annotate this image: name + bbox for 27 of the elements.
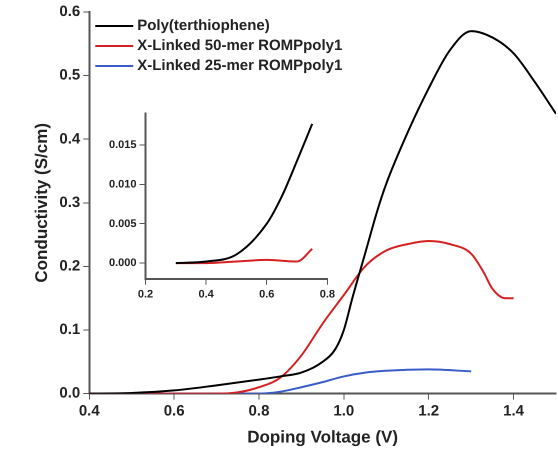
x-tick-label: 1.0 bbox=[333, 402, 354, 420]
legend-label: Poly(terthiophene) bbox=[137, 17, 270, 34]
x-tick-label: 1.2 bbox=[418, 402, 440, 420]
y-tick-label: 0.6 bbox=[59, 3, 80, 20]
x-tick-label: 0.8 bbox=[248, 402, 270, 420]
x-tick-label: 0.6 bbox=[259, 288, 274, 300]
x-tick-label: 1.4 bbox=[503, 402, 525, 420]
y-tick-label: 0.2 bbox=[59, 258, 80, 275]
y-axis-title: Conductivity (S/cm) bbox=[32, 122, 51, 283]
y-tick-label: 0.015 bbox=[108, 139, 137, 152]
y-tick-label: 0.000 bbox=[108, 257, 137, 270]
x-tick-label: 0.2 bbox=[138, 288, 154, 300]
line-series bbox=[174, 122, 314, 264]
y-tick-label: 0.4 bbox=[59, 130, 81, 148]
y-tick-label: 0.005 bbox=[108, 218, 137, 230]
x-tick-label: 0.4 bbox=[78, 402, 100, 420]
x-tick-label: 0.6 bbox=[164, 402, 185, 420]
x-axis-title: Doping Voltage (V) bbox=[247, 427, 398, 446]
legend-label: X-Linked 25-mer ROMPpoly1 bbox=[137, 57, 342, 74]
y-tick-label: 0.1 bbox=[59, 321, 80, 338]
y-tick-label: 0.3 bbox=[59, 194, 80, 211]
x-tick-label: 0.4 bbox=[198, 288, 215, 300]
x-tick-label: 0.8 bbox=[320, 288, 336, 300]
y-tick-label: 0.010 bbox=[108, 178, 137, 190]
legend-label: X-Linked 50-mer ROMPpoly1 bbox=[137, 37, 342, 54]
y-tick-label: 0.5 bbox=[59, 66, 80, 84]
y-tick-label: 0.0 bbox=[59, 384, 80, 402]
